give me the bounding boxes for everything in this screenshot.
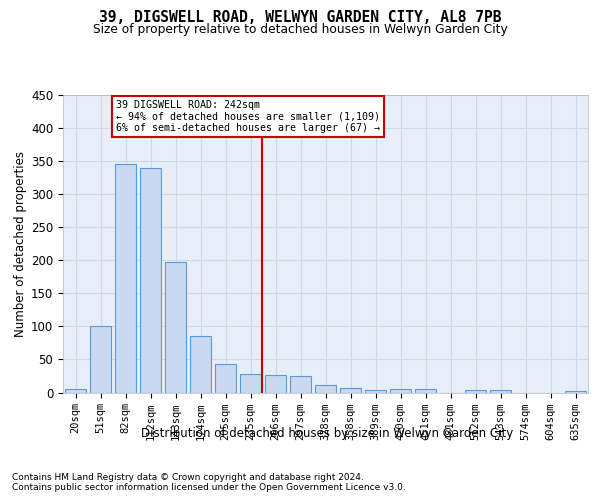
Bar bbox=[340, 388, 361, 392]
Bar bbox=[65, 389, 86, 392]
Bar bbox=[465, 390, 486, 392]
Text: 39 DIGSWELL ROAD: 242sqm
← 94% of detached houses are smaller (1,109)
6% of semi: 39 DIGSWELL ROAD: 242sqm ← 94% of detach… bbox=[115, 100, 380, 133]
Bar bbox=[215, 364, 236, 392]
Text: Distribution of detached houses by size in Welwyn Garden City: Distribution of detached houses by size … bbox=[141, 428, 513, 440]
Bar bbox=[290, 376, 311, 392]
Bar bbox=[190, 336, 211, 392]
Bar bbox=[265, 374, 286, 392]
Text: Size of property relative to detached houses in Welwyn Garden City: Size of property relative to detached ho… bbox=[92, 22, 508, 36]
Y-axis label: Number of detached properties: Number of detached properties bbox=[14, 151, 27, 337]
Bar bbox=[565, 391, 586, 392]
Bar bbox=[240, 374, 261, 392]
Bar bbox=[115, 164, 136, 392]
Bar bbox=[90, 326, 111, 392]
Text: 39, DIGSWELL ROAD, WELWYN GARDEN CITY, AL8 7PB: 39, DIGSWELL ROAD, WELWYN GARDEN CITY, A… bbox=[99, 10, 501, 25]
Text: Contains HM Land Registry data © Crown copyright and database right 2024.: Contains HM Land Registry data © Crown c… bbox=[12, 472, 364, 482]
Bar bbox=[490, 390, 511, 392]
Bar bbox=[365, 390, 386, 392]
Bar bbox=[415, 389, 436, 392]
Bar bbox=[315, 385, 336, 392]
Bar bbox=[390, 389, 411, 392]
Bar bbox=[140, 168, 161, 392]
Bar bbox=[165, 262, 186, 392]
Text: Contains public sector information licensed under the Open Government Licence v3: Contains public sector information licen… bbox=[12, 484, 406, 492]
